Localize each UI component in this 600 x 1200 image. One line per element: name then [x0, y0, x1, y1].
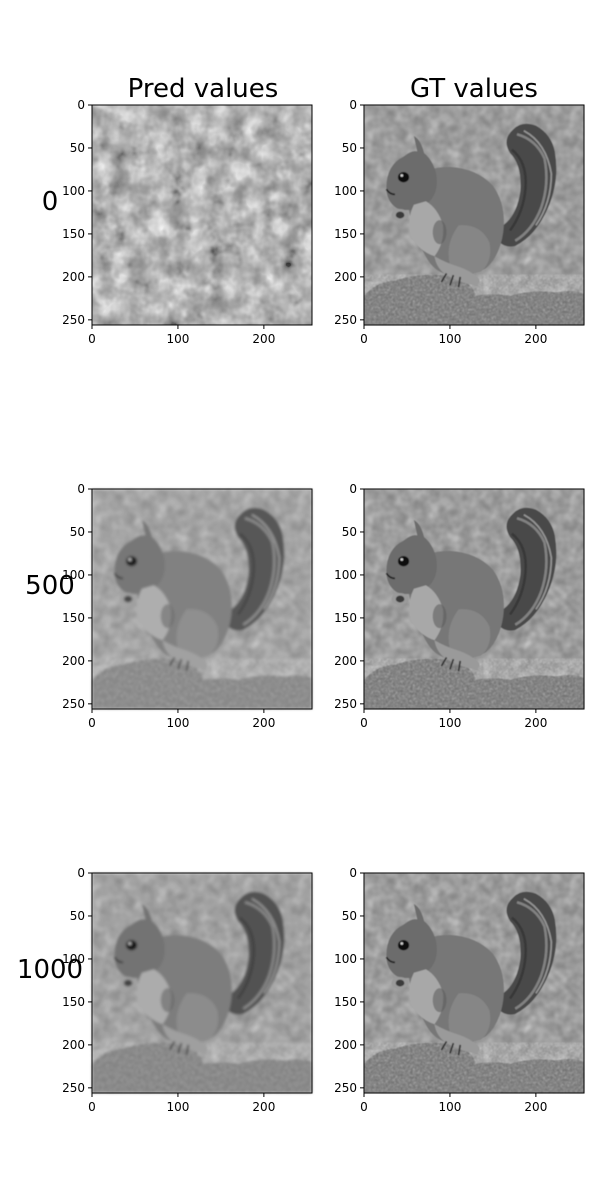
column-title-pred: Pred values [128, 74, 279, 104]
panel-0-pred-ytick-label-200: 200 [62, 270, 85, 284]
panel-500-pred-ytick-label-200: 200 [62, 654, 85, 668]
panel-0-pred-xtick-label-0: 0 [88, 332, 96, 346]
panel-0-pred-frame [91, 104, 313, 326]
panel-1000-pred-ytick-label-150: 150 [62, 995, 85, 1009]
panel-1000-gt-ytick-label-250: 250 [334, 1081, 357, 1095]
row-label-0: 0 [42, 187, 59, 217]
panel-1000-gt-ytick-label-0: 0 [349, 866, 357, 880]
panel-0-gt-xtick-label-0: 0 [360, 332, 368, 346]
panel-500-gt-xtick-label-100: 100 [438, 716, 461, 730]
panel-1000-pred-image [92, 873, 312, 1093]
panel-1000-gt-axes: 0 100 200 0 50 100 150 200 250 [334, 866, 585, 1114]
panel-500-gt-frame [363, 488, 585, 710]
panel-0-gt-ytick-label-250: 250 [334, 313, 357, 327]
panel-0-pred-ytick-label-250: 250 [62, 313, 85, 327]
panel-1000-pred-axes: 0 100 200 0 50 100 150 200 250 [62, 866, 313, 1114]
panel-0-pred-xtick-label-200: 200 [252, 332, 275, 346]
panel-500-pred-ytick-label-0: 0 [77, 482, 85, 496]
panel-1000-pred-ytick-label-50: 50 [70, 909, 85, 923]
panel-500-gt-ytick-label-0: 0 [349, 482, 357, 496]
panel-0-gt-ytick-label-0: 0 [349, 98, 357, 112]
panel-0-gt-xtick-label-200: 200 [524, 332, 547, 346]
panel-1000-gt-frame [363, 872, 585, 1094]
panel-500-gt-ytick-label-200: 200 [334, 654, 357, 668]
panel-0-pred-ytick-label-100: 100 [62, 184, 85, 198]
panel-500-gt-ytick-label-150: 150 [334, 611, 357, 625]
panel-0-gt-ytick-label-50: 50 [342, 141, 357, 155]
panel-500-pred-ytick-label-150: 150 [62, 611, 85, 625]
panel-1000-pred-frame [91, 872, 313, 1094]
panel-1000-gt-image [364, 873, 584, 1093]
panel-0-pred-ytick-label-150: 150 [62, 227, 85, 241]
panel-0-gt-frame [363, 104, 585, 326]
panel-500-gt-image [364, 489, 584, 709]
panel-0-pred-xtick-label-100: 100 [166, 332, 189, 346]
panel-1000-pred-xtick-label-200: 200 [252, 1100, 275, 1114]
panel-1000-gt-ytick-label-150: 150 [334, 995, 357, 1009]
row-label-500: 500 [25, 571, 75, 601]
panel-0-pred-ytick-label-0: 0 [77, 98, 85, 112]
panel-500-pred-image [92, 489, 312, 709]
panel-500-gt-xtick-label-200: 200 [524, 716, 547, 730]
panel-0-gt-xtick-label-100: 100 [438, 332, 461, 346]
panel-1000-pred-ytick-label-100: 100 [62, 952, 85, 966]
panel-500-pred-xtick-label-0: 0 [88, 716, 96, 730]
panel-1000-gt-ytick-label-100: 100 [334, 952, 357, 966]
panel-500-gt-ytick-label-250: 250 [334, 697, 357, 711]
panel-1000-pred-ytick-label-250: 250 [62, 1081, 85, 1095]
panel-0-pred-ytick-label-50: 50 [70, 141, 85, 155]
panel-500-gt-axes: 0 100 200 0 50 100 150 200 250 [334, 482, 585, 730]
panel-500-pred-xtick-label-200: 200 [252, 716, 275, 730]
panel-1000-gt-ytick-label-200: 200 [334, 1038, 357, 1052]
panel-0-pred-axes: 0 100 200 0 50 100 150 200 250 [62, 98, 313, 346]
row-label-1000: 1000 [17, 955, 83, 985]
panel-500-pred-ytick-label-100: 100 [62, 568, 85, 582]
panel-500-gt-ytick-label-50: 50 [342, 525, 357, 539]
panel-1000-gt-xtick-label-200: 200 [524, 1100, 547, 1114]
panel-0-gt-axes: 0 100 200 0 50 100 150 200 250 [334, 98, 585, 346]
panel-500-pred-axes: 0 100 200 0 50 100 150 200 250 [62, 482, 313, 730]
panel-1000-pred-ytick-label-200: 200 [62, 1038, 85, 1052]
panel-0-gt-ytick-label-200: 200 [334, 270, 357, 284]
panel-500-pred-frame [91, 488, 313, 710]
panel-1000-gt-ytick-label-50: 50 [342, 909, 357, 923]
panel-1000-pred-xtick-label-0: 0 [88, 1100, 96, 1114]
panel-500-gt-ytick-label-100: 100 [334, 568, 357, 582]
column-title-gt: GT values [410, 74, 538, 104]
panel-0-gt-image [364, 105, 584, 325]
panel-500-pred-ytick-label-250: 250 [62, 697, 85, 711]
panel-0-pred-image [92, 105, 313, 326]
panel-0-gt-ytick-label-150: 150 [334, 227, 357, 241]
panel-1000-pred-ytick-label-0: 0 [77, 866, 85, 880]
panel-500-pred-ytick-label-50: 50 [70, 525, 85, 539]
panel-1000-pred-xtick-label-100: 100 [166, 1100, 189, 1114]
panel-500-gt-xtick-label-0: 0 [360, 716, 368, 730]
panel-500-pred-xtick-label-100: 100 [166, 716, 189, 730]
panel-1000-gt-xtick-label-0: 0 [360, 1100, 368, 1114]
panel-0-gt-ytick-label-100: 100 [334, 184, 357, 198]
panel-1000-gt-xtick-label-100: 100 [438, 1100, 461, 1114]
